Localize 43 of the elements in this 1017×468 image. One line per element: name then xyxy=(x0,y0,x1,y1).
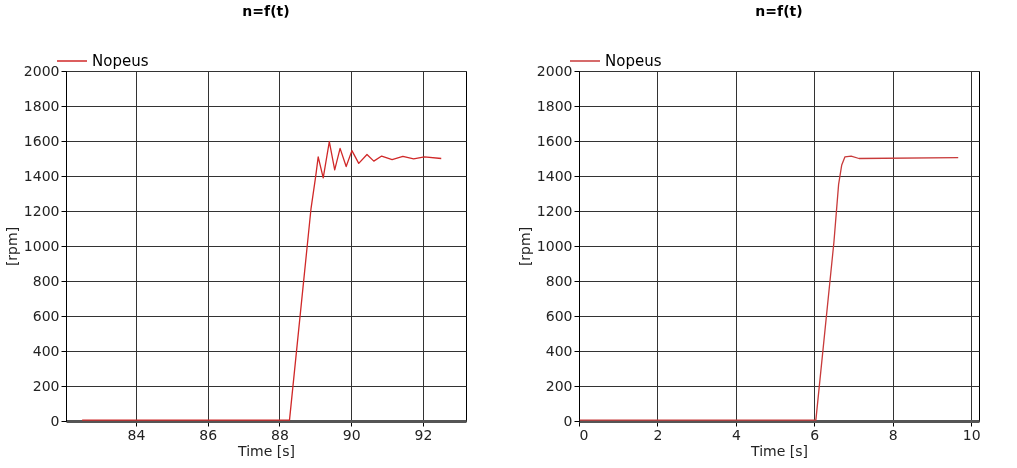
chart-title: n=f(t) xyxy=(755,3,803,19)
x-tick-label: 4 xyxy=(731,426,741,443)
y-tick-label: 1800 xyxy=(536,97,573,114)
x-tick-label: 0 xyxy=(579,426,589,443)
legend-label: Nopeus xyxy=(92,52,149,70)
y-tick-label: 1600 xyxy=(23,132,60,149)
x-axis-title: Time [s] xyxy=(750,442,808,459)
x-tick-label: 10 xyxy=(962,426,981,443)
y-tick-label: 800 xyxy=(545,272,573,289)
x-tick-label: 86 xyxy=(199,426,218,443)
y-tick-label: 1200 xyxy=(23,202,60,219)
y-tick-label: 1000 xyxy=(23,237,60,254)
y-axis-title: [rpm] xyxy=(3,226,20,267)
y-tick-label: 1800 xyxy=(23,97,60,114)
y-axis-title: [rpm] xyxy=(516,226,533,267)
x-tick-label: 88 xyxy=(271,426,289,443)
line-series xyxy=(579,155,959,421)
x-tick-label: 2 xyxy=(653,426,663,443)
y-tick-label: 1400 xyxy=(23,167,60,184)
y-tick-label: 600 xyxy=(32,307,60,324)
y-tick-label: 400 xyxy=(545,342,573,359)
y-tick-label: 1200 xyxy=(536,202,573,219)
x-tick-label: 6 xyxy=(810,426,820,443)
x-tick-label: 84 xyxy=(127,426,146,443)
chart-title: n=f(t) xyxy=(242,3,290,19)
y-tick-label: 0 xyxy=(563,412,573,429)
y-tick-label: 1600 xyxy=(536,132,573,149)
line-series xyxy=(81,140,442,421)
legend-label: Nopeus xyxy=(605,52,662,70)
x-tick-label: 92 xyxy=(414,426,433,443)
y-tick-label: 2000 xyxy=(23,62,60,79)
y-tick-label: 200 xyxy=(545,377,573,394)
y-tick-label: 1000 xyxy=(536,237,573,254)
y-tick-label: 200 xyxy=(32,377,60,394)
x-axis-title: Time [s] xyxy=(237,442,295,459)
y-tick-label: 400 xyxy=(32,342,60,359)
y-tick-label: 800 xyxy=(32,272,60,289)
y-tick-label: 2000 xyxy=(536,62,573,79)
x-tick-label: 90 xyxy=(342,426,361,443)
y-tick-label: 1400 xyxy=(536,167,573,184)
x-tick-label: 8 xyxy=(888,426,898,443)
y-tick-label: 600 xyxy=(545,307,573,324)
y-tick-label: 0 xyxy=(50,412,60,429)
